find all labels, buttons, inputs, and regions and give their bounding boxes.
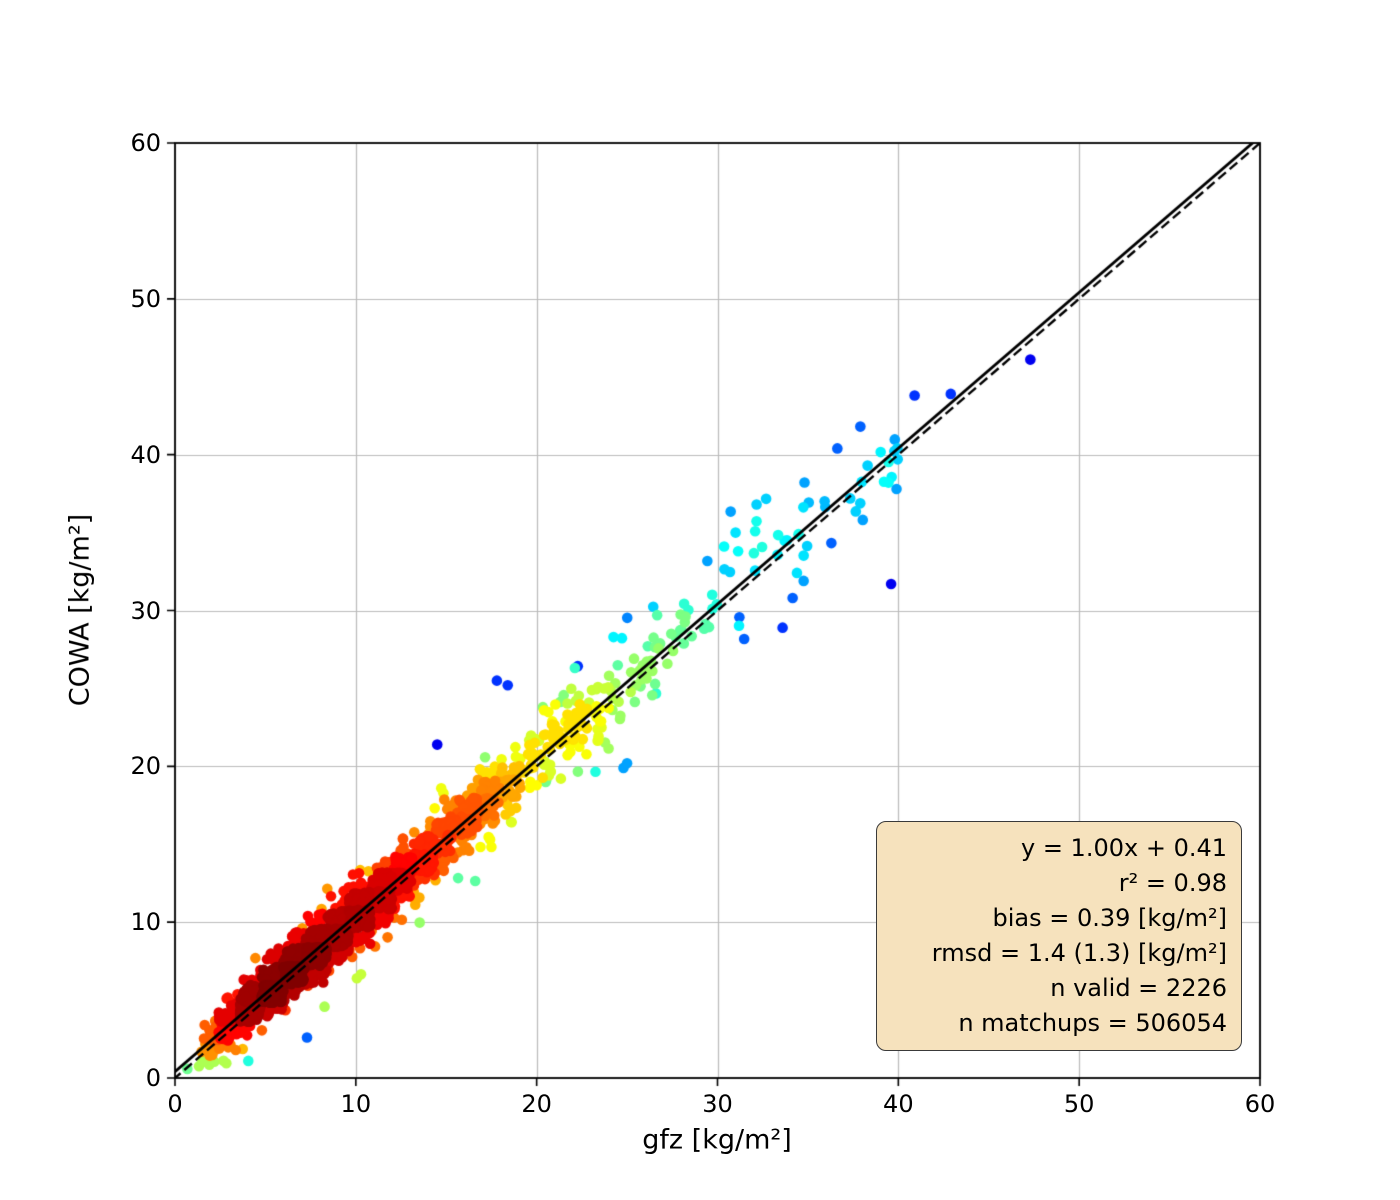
- y-tick-label: 0: [145, 1064, 161, 1092]
- x-axis-label: gfz [kg/m²]: [642, 1124, 792, 1156]
- y-tick-label: 20: [130, 752, 161, 781]
- y-tick-label: 10: [130, 908, 161, 937]
- x-tick-label: 40: [883, 1090, 914, 1118]
- y-tick-label: 60: [130, 129, 161, 157]
- x-tick-label: 30: [702, 1090, 733, 1118]
- stats-line-rmsd: rmsd = 1.4 (1.3) [kg/m²]: [931, 939, 1227, 967]
- stats-box: y = 1.00x + 0.41 r² = 0.98 bias = 0.39 […: [876, 821, 1242, 1051]
- stats-line-nvalid: n valid = 2226: [1050, 974, 1227, 1002]
- x-tick-label: 60: [1244, 1090, 1276, 1118]
- x-tick-label: 0: [167, 1090, 183, 1118]
- y-axis-label: COWA [kg/m²]: [64, 513, 96, 707]
- stats-line-bias: bias = 0.39 [kg/m²]: [992, 904, 1228, 932]
- stats-line-equation: y = 1.00x + 0.41: [1020, 834, 1227, 862]
- stats-line-r2: r² = 0.98: [1118, 869, 1227, 897]
- y-tick-label: 50: [130, 284, 161, 313]
- y-tick-label: 40: [130, 440, 161, 469]
- stats-line-nmatchups: n matchups = 506054: [958, 1009, 1227, 1037]
- x-tick-label: 20: [521, 1090, 552, 1118]
- x-tick-label: 50: [1063, 1090, 1095, 1118]
- x-tick-label: 10: [340, 1090, 372, 1118]
- y-tick-label: 30: [130, 596, 161, 625]
